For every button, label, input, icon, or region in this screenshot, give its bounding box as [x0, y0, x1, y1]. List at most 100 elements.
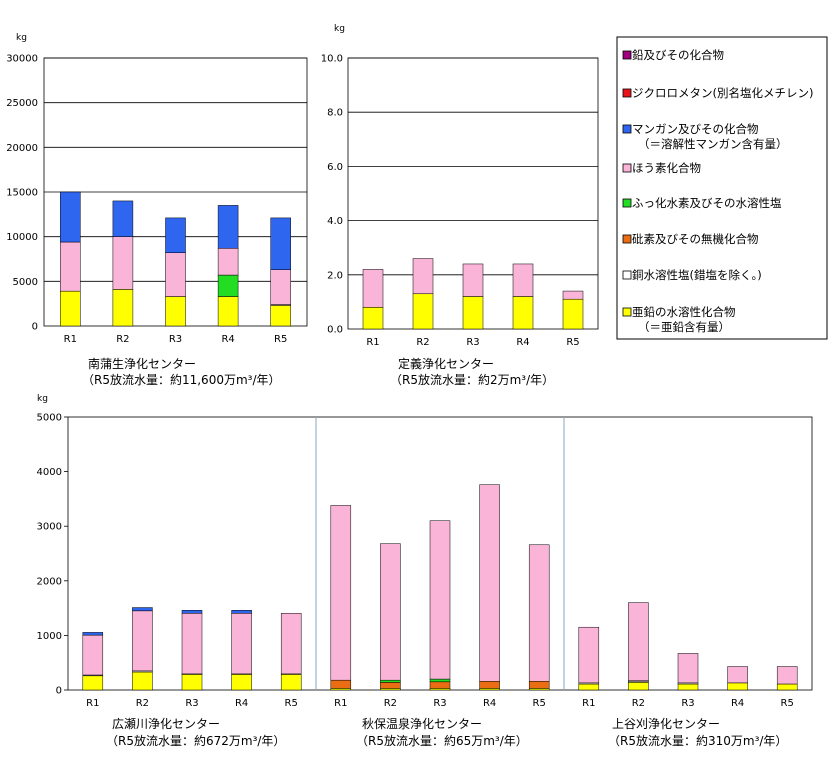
bar-segment-manganese [132, 607, 153, 612]
chart-minamigamo: kg 0 5000 10000 15000 20000 25000 30000 R1 R2 R3 R4… [6, 33, 308, 387]
legend-label: 砒素及びその無機化合物 [632, 232, 759, 246]
bar-segment-boron [429, 520, 451, 680]
bar-segment-zinc [727, 682, 748, 691]
bar-segment-boron [330, 505, 352, 681]
bar-segment-boron [60, 241, 81, 292]
y-tick-label: 0 [56, 686, 62, 697]
x-tick-label: R4 [731, 698, 744, 709]
bar-segment-zinc [165, 296, 186, 327]
y-tick-label: 4.0 [327, 216, 343, 227]
bar-segment-boron [231, 613, 252, 675]
bar-segment-boron [628, 602, 649, 681]
chart-title: 広瀬川浄化センター [112, 717, 220, 731]
bar-segment-manganese [82, 632, 104, 636]
chart-jogi: kg 0.0 2.0 4.0 6.0 8.0 10.0 R1 R2 R3 R4 R5 定義浄化センター（… [321, 24, 599, 387]
bar-segment-zinc [362, 307, 384, 330]
x-tick-label: R4 [483, 698, 496, 709]
x-tick-label: R5 [781, 698, 794, 709]
bar-segment-zinc [512, 296, 534, 330]
x-tick-label: R3 [681, 698, 694, 709]
legend-swatch-copper [622, 270, 632, 280]
x-tick-label: R5 [533, 698, 546, 709]
bar-segment-boron [132, 610, 153, 672]
bar-segment-arsenic [330, 679, 352, 689]
bar-segment-boron [528, 544, 550, 682]
legend-label: ほう素化合物 [632, 161, 701, 175]
legend-label: 銅水溶性塩(錯塩を除く。) [632, 268, 762, 282]
chart-title: 定義浄化センター [398, 356, 494, 371]
bar-segment-boron [776, 666, 798, 685]
bar-segment-arsenic [429, 681, 451, 689]
y-tick-label: 10.0 [321, 54, 343, 65]
bar-segment-manganese [217, 205, 239, 249]
x-tick-label: R1 [64, 334, 77, 345]
bar-segment-zinc [677, 683, 699, 691]
y-tick-label: 20000 [6, 143, 38, 154]
bar-segment-manganese [231, 610, 252, 614]
y-tick-label: 25000 [6, 98, 38, 109]
y-tick-label: 10000 [6, 232, 38, 243]
x-tick-label: R2 [116, 334, 129, 345]
bar-segment-zinc [776, 683, 798, 691]
bar-segment-boron [270, 269, 291, 305]
bar-segment-boron [280, 613, 302, 675]
legend-label: （＝溶解性マンガン含有量） [638, 137, 788, 151]
y-tick-label: 30000 [6, 54, 38, 65]
y-axis-unit: kg [16, 33, 27, 43]
y-tick-label: 0.0 [327, 325, 343, 336]
bar-segment-zinc [628, 682, 649, 691]
bar-segment-fluorine [380, 679, 401, 683]
chart-subtitle: （R5放流水量：約672万m³/年） [106, 733, 285, 748]
x-tick-label: R1 [366, 337, 379, 348]
x-tick-label: R1 [86, 698, 99, 709]
bar-segment-boron [727, 666, 748, 684]
x-tick-label: R4 [221, 334, 234, 345]
bar-segment-boron [82, 634, 104, 676]
bar-segment-zinc [231, 673, 252, 691]
x-tick-label: R3 [169, 334, 182, 345]
y-tick-label: 0 [32, 322, 38, 333]
x-tick-label: R2 [384, 698, 397, 709]
chart-subtitle: （R5放流水量：約2万m³/年） [390, 372, 554, 387]
bar-segment-zinc [112, 289, 134, 327]
bar-segment-zinc [280, 673, 302, 691]
bar-segment-arsenic [380, 682, 401, 689]
bar-segment-boron [112, 236, 134, 290]
legend-label: （＝亜鉛含有量） [638, 320, 730, 334]
bar-segment-fluorine [429, 678, 451, 683]
chart-subtitle: （R5放流水量：約11,600万m³/年） [82, 372, 281, 387]
y-tick-label: 15000 [6, 188, 38, 199]
bar-segment-zinc [60, 290, 81, 327]
y-tick-label: 6.0 [327, 162, 343, 173]
bar-segment-zinc [562, 298, 584, 330]
legend-swatch-zinc [622, 307, 632, 317]
y-tick-label: 3000 [37, 522, 62, 533]
chart-combined-bottom: kg 0 1000 2000 3000 4000 5000 R1 R2 R3 R4 R5 広瀬川浄化セン… [37, 394, 813, 748]
x-tick-label: R4 [516, 337, 529, 348]
bar-segment-manganese [181, 610, 203, 614]
legend-swatch-fluorine [622, 198, 632, 208]
bar-segment-boron [380, 543, 401, 681]
chart-title: 上谷刈浄化センター [612, 717, 720, 731]
legend-swatch-manganese [622, 124, 632, 134]
y-tick-label: 8.0 [327, 108, 343, 119]
bar-segment-boron [562, 290, 584, 300]
bar-segment-manganese [60, 191, 81, 243]
chart-subtitle: （R5放流水量：約65万m³/年） [356, 733, 528, 748]
bar-segment-boron [578, 626, 600, 684]
y-tick-label: 5000 [37, 413, 62, 424]
legend-swatch-arsenic [622, 234, 632, 244]
legend-label: ジクロロメタン(別名塩化メチレン) [632, 86, 813, 100]
legend-swatch-lead [622, 50, 632, 60]
x-tick-label: R2 [632, 698, 645, 709]
bar-segment-fluorine [217, 274, 239, 297]
chart-subtitle: （R5放流水量：約310万m³/年） [608, 733, 787, 748]
bar-segment-boron [181, 613, 203, 675]
bar-segment-boron [362, 269, 384, 308]
x-tick-label: R5 [285, 698, 298, 709]
chart-title: 秋保温泉浄化センター [362, 717, 482, 731]
bar-segment-zinc [132, 671, 153, 691]
x-tick-label: R3 [185, 698, 198, 709]
